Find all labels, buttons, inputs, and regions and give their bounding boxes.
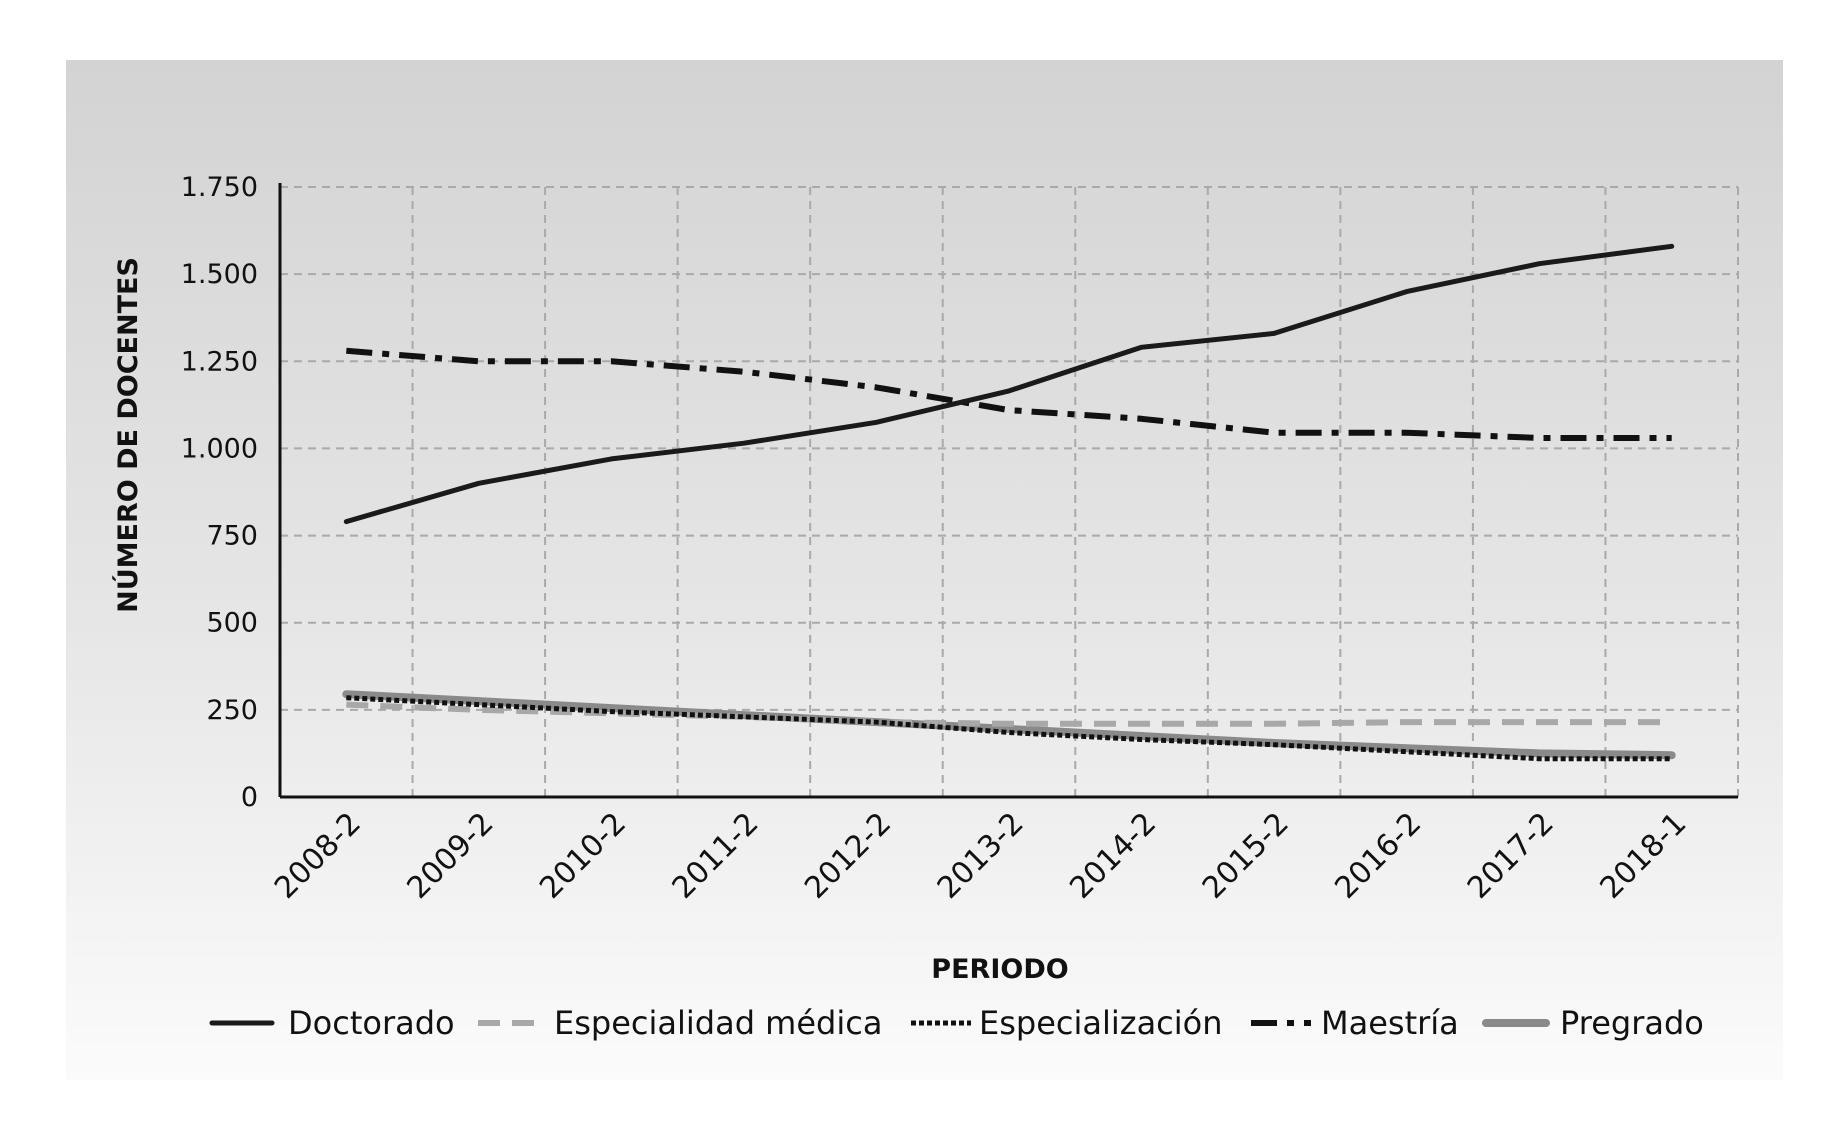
legend-item: Maestría <box>1251 1004 1459 1042</box>
series-lines <box>342 243 1676 762</box>
legend-label: Especialización <box>979 1004 1223 1042</box>
x-tick-label: 2012-2 <box>798 806 898 906</box>
x-tick-label: 2013-2 <box>931 806 1031 906</box>
legend-item: Pregrado <box>1482 1004 1704 1042</box>
x-tick-label: 2008-2 <box>268 806 368 906</box>
y-tick-label: 1.250 <box>181 346 258 377</box>
legend-label: Doctorado <box>288 1004 455 1042</box>
y-tick-label: 1.000 <box>181 433 258 464</box>
legend-item: Especialidad médica <box>478 1004 882 1042</box>
series-line-pregrado <box>342 690 1676 760</box>
legend-item: Especialización <box>911 1004 1223 1042</box>
x-axis-label: PERIODO <box>931 954 1068 985</box>
y-tick-label: 0 <box>241 782 258 813</box>
legend-label: Pregrado <box>1560 1004 1704 1042</box>
series-line-doctorado <box>343 243 1675 525</box>
x-tick-label: 2016-2 <box>1328 806 1428 906</box>
chart-panel: 0 250 500 750 1.000 1.250 1.500 1.750 2008-2 200… <box>66 60 1783 1080</box>
legend-item: Doctorado <box>209 1004 455 1042</box>
x-tick-label: 2018-1 <box>1593 806 1693 906</box>
legend-label: Especialidad médica <box>554 1004 882 1042</box>
x-tick-label: 2009-2 <box>401 806 501 906</box>
y-axis-label: NÚMERO DE DOCENTES <box>112 257 144 613</box>
x-tick-label: 2010-2 <box>533 806 633 906</box>
y-tick-label: 750 <box>206 521 258 552</box>
legend: Doctorado Especialidad médica Especializac… <box>209 1004 1704 1042</box>
y-tick-label: 1.750 <box>181 172 258 203</box>
x-axis-ticks: 2008-2 2009-2 2010-2 2011-2 2012-2 2013-2 2014… <box>268 806 1693 906</box>
x-tick-label: 2015-2 <box>1196 806 1296 906</box>
series-line-maestr-a <box>346 347 1672 441</box>
x-tick-label: 2011-2 <box>666 806 766 906</box>
series-line-especializaci-n <box>346 695 1672 762</box>
y-tick-label: 250 <box>206 695 258 726</box>
y-tick-label: 1.500 <box>181 259 258 290</box>
y-axis-ticks: 0 250 500 750 1.000 1.250 1.500 1.750 <box>181 172 258 813</box>
series-line-especialidad-m-dica <box>346 701 1672 727</box>
x-tick-label: 2017-2 <box>1461 806 1561 906</box>
axes <box>278 183 1738 799</box>
y-tick-label: 500 <box>206 608 258 639</box>
legend-label: Maestría <box>1321 1004 1459 1042</box>
x-tick-label: 2014-2 <box>1063 806 1163 906</box>
